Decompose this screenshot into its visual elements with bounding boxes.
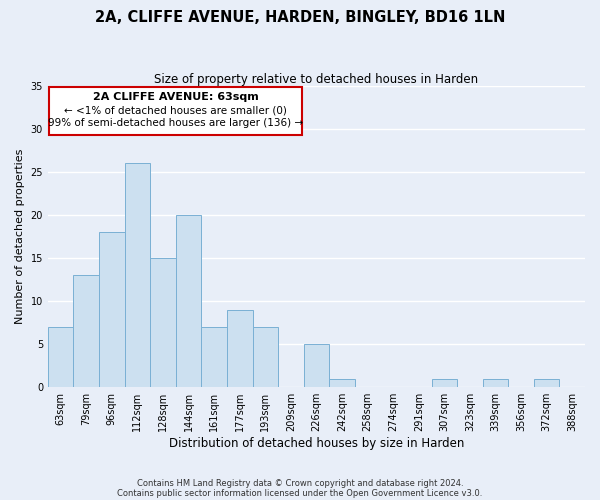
Text: Contains public sector information licensed under the Open Government Licence v3: Contains public sector information licen… [118, 488, 482, 498]
Bar [227, 310, 253, 387]
Bar [202, 327, 227, 387]
Text: 2A, CLIFFE AVENUE, HARDEN, BINGLEY, BD16 1LN: 2A, CLIFFE AVENUE, HARDEN, BINGLEY, BD16… [95, 10, 505, 25]
Bar [431, 378, 457, 387]
Text: 99% of semi-detached houses are larger (136) →: 99% of semi-detached houses are larger (… [48, 118, 304, 128]
Text: Contains HM Land Registry data © Crown copyright and database right 2024.: Contains HM Land Registry data © Crown c… [137, 478, 463, 488]
Bar [329, 378, 355, 387]
Bar [125, 163, 150, 387]
FancyBboxPatch shape [49, 87, 302, 136]
Bar [482, 378, 508, 387]
Bar [304, 344, 329, 387]
Y-axis label: Number of detached properties: Number of detached properties [15, 148, 25, 324]
Text: ← <1% of detached houses are smaller (0): ← <1% of detached houses are smaller (0) [64, 106, 287, 116]
Title: Size of property relative to detached houses in Harden: Size of property relative to detached ho… [154, 72, 479, 86]
Bar [73, 275, 99, 387]
Bar [99, 232, 125, 387]
Bar [150, 258, 176, 387]
Bar [176, 215, 202, 387]
X-axis label: Distribution of detached houses by size in Harden: Distribution of detached houses by size … [169, 437, 464, 450]
Text: 2A CLIFFE AVENUE: 63sqm: 2A CLIFFE AVENUE: 63sqm [93, 92, 259, 102]
Bar [534, 378, 559, 387]
Bar [48, 327, 73, 387]
Bar [253, 327, 278, 387]
